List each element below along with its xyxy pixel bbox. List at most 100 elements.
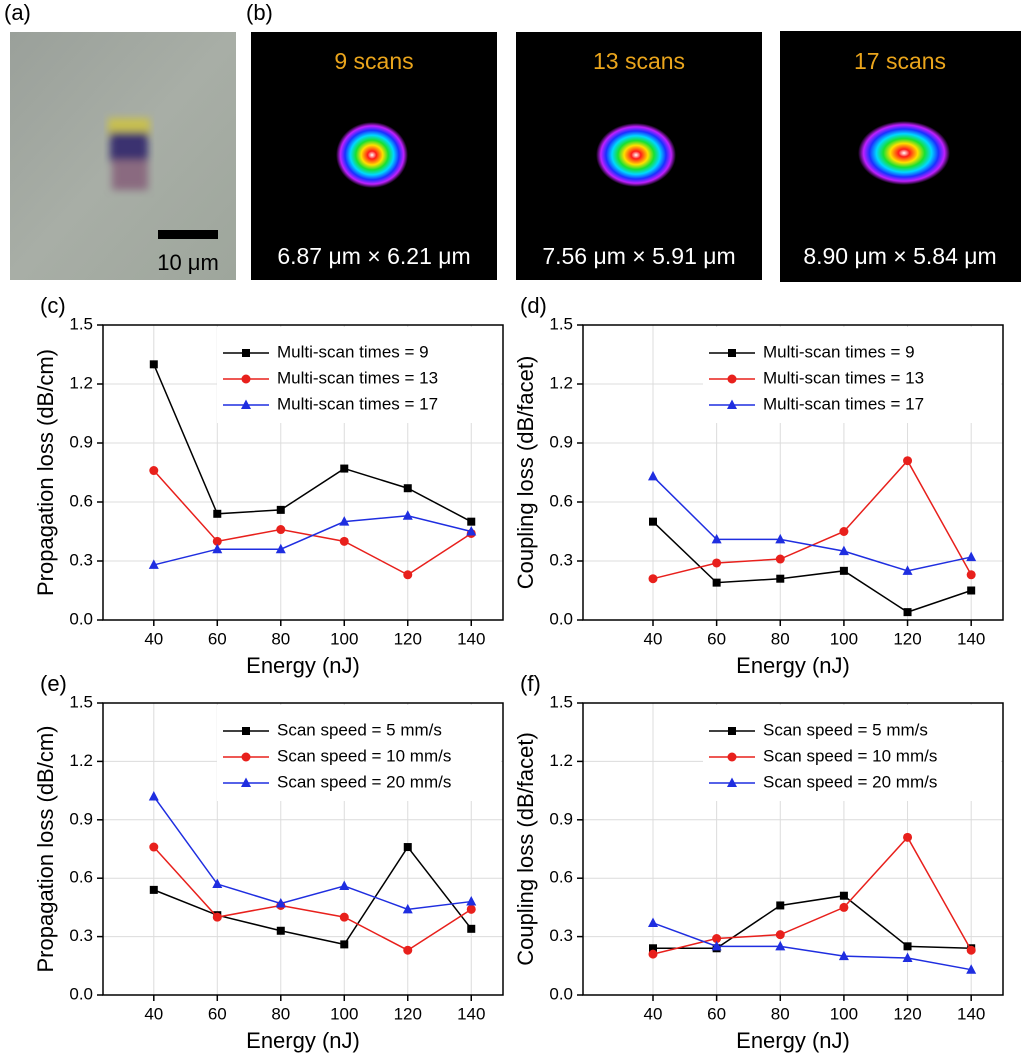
- plot-frame: [582, 324, 1004, 621]
- marker: [403, 945, 413, 955]
- x-tick-label: 80: [771, 629, 790, 648]
- marker: [403, 843, 412, 852]
- series-line: [652, 475, 972, 572]
- y-tick-label: 0.0: [69, 609, 93, 628]
- marker: [241, 752, 251, 762]
- legend-label: Scan speed = 10 mm/s: [277, 746, 451, 765]
- marker: [839, 902, 849, 912]
- x-tick-label: 60: [208, 1004, 227, 1023]
- legend-label: Multi-scan times = 9: [763, 342, 915, 361]
- marker: [242, 349, 250, 357]
- marker: [466, 526, 477, 536]
- x-tick-label: 100: [830, 629, 858, 648]
- marker: [727, 777, 737, 787]
- image-size: 7.56 μm × 5.91 μm: [542, 243, 735, 269]
- marker: [339, 516, 350, 526]
- panel-label: (c): [40, 293, 66, 318]
- image-size: 8.90 μm × 5.84 μm: [803, 243, 996, 269]
- legend-label: Scan speed = 20 mm/s: [763, 772, 937, 791]
- series-line: [653, 894, 972, 950]
- x-axis-label: Energy (nJ): [246, 653, 360, 678]
- y-tick-label: 0.9: [69, 809, 93, 828]
- marker: [402, 903, 413, 914]
- marker: [711, 533, 722, 544]
- legend-box: [703, 705, 1001, 801]
- marker: [838, 545, 849, 556]
- marker: [149, 360, 158, 369]
- marker: [775, 554, 785, 564]
- marker: [727, 752, 737, 762]
- marker: [839, 527, 849, 536]
- marker: [403, 570, 413, 580]
- y-tick-label: 1.5: [549, 692, 573, 711]
- x-tick-label: 120: [394, 629, 422, 648]
- marker: [212, 536, 222, 546]
- x-tick-label: 120: [893, 629, 921, 648]
- marker: [466, 904, 476, 914]
- y-tick-label: 0.6: [549, 868, 573, 887]
- y-tick-label: 0.3: [69, 926, 93, 945]
- marker: [902, 952, 913, 963]
- y-axis-label: Coupling loss (dB/facet): [513, 732, 538, 966]
- marker: [241, 399, 251, 409]
- y-tick-label: 1.2: [69, 751, 93, 770]
- marker: [648, 574, 658, 584]
- marker: [903, 832, 913, 842]
- marker: [403, 484, 412, 493]
- marker: [775, 533, 786, 544]
- mode-image: [251, 32, 497, 280]
- marker: [775, 940, 786, 951]
- y-tick-label: 0.6: [69, 868, 93, 887]
- x-tick-label: 100: [330, 1004, 358, 1023]
- marker: [340, 940, 349, 949]
- marker: [903, 456, 913, 466]
- x-tick-label: 120: [893, 1004, 921, 1023]
- y-tick-label: 0.0: [549, 984, 573, 1003]
- y-tick-label: 0.9: [69, 432, 93, 451]
- marker: [839, 566, 848, 575]
- marker: [649, 517, 657, 526]
- series-line: [153, 364, 472, 523]
- y-tick-label: 0.0: [549, 609, 573, 628]
- marker: [212, 543, 223, 554]
- marker: [712, 934, 722, 944]
- marker: [276, 505, 285, 514]
- marker: [728, 349, 736, 357]
- marker: [241, 374, 251, 384]
- series-line: [153, 795, 472, 911]
- y-axis-label: Propagation loss (dB/cm): [33, 726, 58, 973]
- marker: [466, 896, 477, 906]
- marker: [148, 559, 159, 569]
- marker: [212, 878, 223, 889]
- marker: [275, 543, 286, 554]
- series-line: [153, 846, 472, 952]
- image-title: 17 scans: [854, 48, 946, 74]
- marker: [839, 891, 848, 900]
- y-tick-label: 0.9: [549, 432, 573, 451]
- legend-label: Scan speed = 5 mm/s: [277, 720, 442, 739]
- marker: [148, 790, 159, 801]
- marker: [402, 510, 413, 520]
- marker: [966, 945, 976, 955]
- x-tick-label: 140: [957, 629, 985, 648]
- legend-label: Multi-scan times = 17: [277, 394, 438, 413]
- marker: [775, 930, 785, 940]
- marker: [276, 525, 286, 535]
- marker: [966, 551, 977, 562]
- y-axis-label: Coupling loss (dB/facet): [513, 356, 538, 590]
- marker: [648, 470, 658, 481]
- legend-box: [217, 327, 501, 423]
- marker: [776, 901, 785, 910]
- x-tick-label: 140: [457, 1004, 485, 1023]
- series-line: [652, 922, 972, 971]
- marker: [712, 578, 721, 587]
- y-tick-label: 1.5: [69, 314, 93, 333]
- plot-frame: [102, 702, 504, 996]
- series-line: [153, 845, 472, 946]
- x-tick-label: 80: [271, 1004, 290, 1023]
- marker: [276, 926, 285, 935]
- marker: [727, 399, 737, 409]
- legend-box: [217, 705, 501, 801]
- marker: [149, 842, 159, 852]
